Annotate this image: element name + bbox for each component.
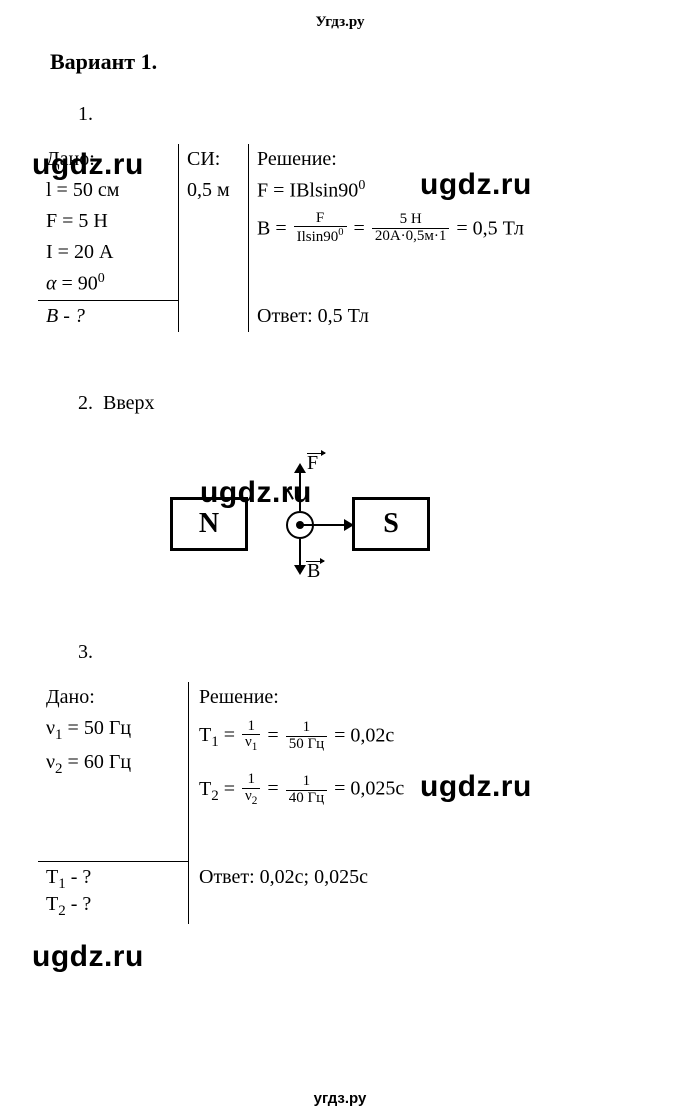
p3-sol-label: Решение: — [199, 682, 650, 713]
magnet-north: N — [170, 497, 248, 551]
p3-nu1: ν1 = 50 Гц — [46, 713, 180, 747]
p3-given-label: Дано: — [46, 682, 180, 713]
p1-eq2: B = F Ilsin900 = 5 Н 20A·0,5м·1 = 0,5 Тл — [257, 211, 652, 247]
p3-given-col: Дано: ν1 = 50 Гц ν2 = 60 Гц — [38, 682, 188, 863]
site-header: Угдз.ру — [20, 14, 660, 31]
frac-2: 5 Н 20A·0,5м·1 — [372, 212, 450, 245]
p3-answer: Ответ: 0,02с; 0,025с — [188, 862, 660, 924]
p3-solution-col: Решение: T1 = 1ν1 = 150 Гц = 0,02с T2 = … — [188, 682, 660, 863]
problem-1-block: Дано: l = 50 см F = 5 Н I = 20 А α = 900… — [38, 144, 660, 301]
current-tick-icon — [286, 488, 294, 499]
solution-label: Решение: — [257, 144, 652, 175]
problem-3-number: 3. — [20, 641, 660, 664]
given-i: I = 20 А — [46, 237, 170, 268]
variant-title: Вариант 1. — [20, 49, 660, 75]
p1-find: B - ? — [38, 301, 178, 332]
problem-1-number: 1. — [20, 103, 660, 126]
magnet-diagram: N S F B — [170, 451, 430, 591]
given-l: l = 50 см — [46, 175, 170, 206]
p3-find: T1 - ? T2 - ? — [38, 862, 188, 924]
p1-solution-col: Решение: F = IBlsin900 B = F Ilsin900 = … — [248, 144, 660, 301]
given-label: Дано: — [46, 144, 170, 175]
p3-eq2: T2 = 1ν2 = 140 Гц = 0,025с — [199, 772, 650, 808]
field-arrow-icon — [299, 539, 301, 573]
p1-eq1: F = IBlsin900 — [257, 175, 652, 207]
frac-1: F Ilsin900 — [294, 211, 347, 247]
p1-si-col: СИ: 0,5 м — [178, 144, 248, 301]
current-arrow-icon — [300, 524, 352, 526]
p3-nu2: ν2 = 60 Гц — [46, 747, 180, 781]
si-val: 0,5 м — [187, 175, 240, 206]
force-label: F — [307, 452, 318, 475]
p3-find-row: T1 - ? T2 - ? Ответ: 0,02с; 0,025с — [38, 862, 660, 924]
p1-find-row: B - ? Ответ: 0,5 Тл — [38, 301, 660, 332]
p1-answer: Ответ: 0,5 Тл — [248, 301, 660, 332]
given-f: F = 5 Н — [46, 206, 170, 237]
watermark: ugdz.ru — [32, 940, 144, 974]
field-label: B — [307, 560, 320, 583]
p3-eq1: T1 = 1ν1 = 150 Гц = 0,02с — [199, 719, 650, 755]
si-label: СИ: — [187, 144, 240, 175]
site-footer: угдз.ру — [0, 1090, 680, 1107]
force-arrow-icon — [299, 465, 301, 511]
magnet-south: S — [352, 497, 430, 551]
p1-given-col: Дано: l = 50 см F = 5 Н I = 20 А α = 900 — [38, 144, 178, 301]
problem-3-block: Дано: ν1 = 50 Гц ν2 = 60 Гц Решение: T1 … — [38, 682, 660, 863]
problem-2-number: 2. Вверх — [20, 392, 660, 415]
given-alpha: α = 900 — [46, 268, 170, 300]
